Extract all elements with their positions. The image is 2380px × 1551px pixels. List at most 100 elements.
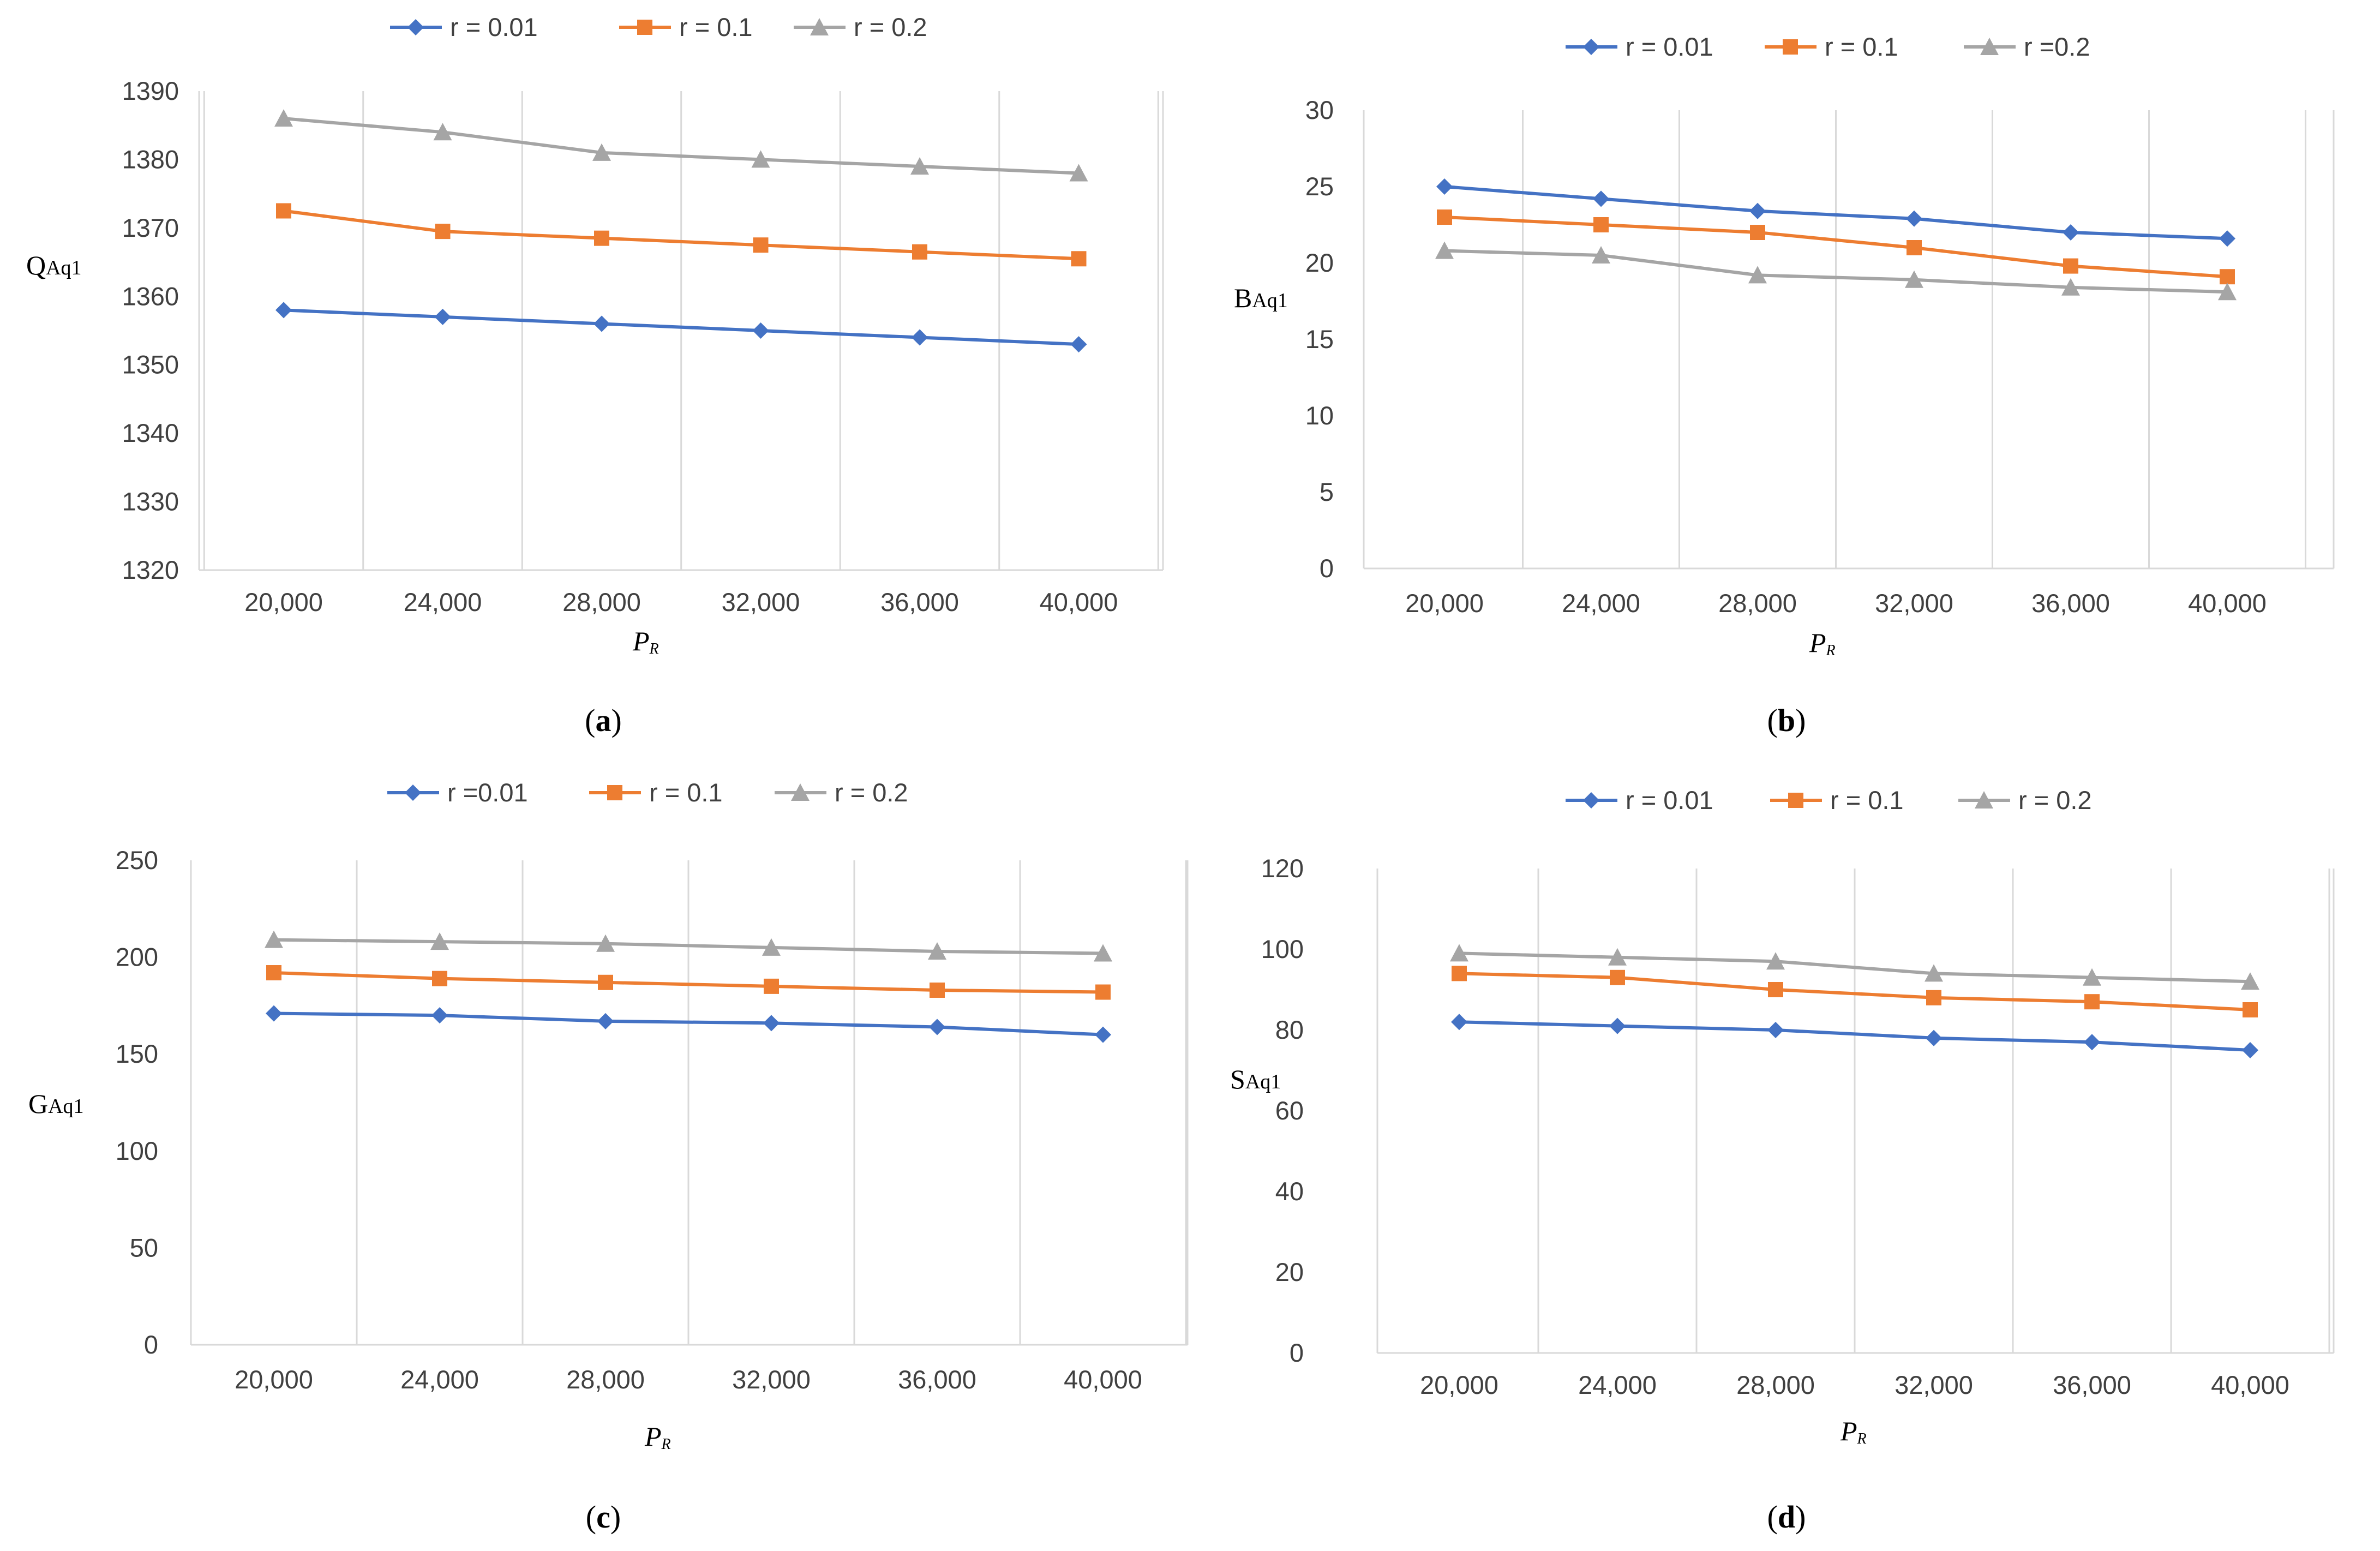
data-point-b-r01-0 [1437, 209, 1452, 225]
data-point-c-r001-3 [763, 1015, 780, 1032]
data-point-a-r02-2 [592, 143, 611, 161]
legend-label-b-r001: r = 0.01 [1626, 32, 1713, 61]
y-tick-label-c-5: 250 [116, 846, 158, 875]
y-axis-label-d: SAq1 [1230, 1064, 1281, 1094]
data-point-a-r02-1 [433, 123, 452, 141]
panel-b: 0 5 10 15 20 25 30 20,000 24,000 28,000 32,000 36,… [1234, 32, 2335, 738]
data-point-c-r001-4 [929, 1019, 945, 1035]
data-point-c-r001-2 [597, 1013, 614, 1029]
data-point-b-r02-5 [2218, 283, 2237, 301]
x-tick-label-b-0: 20,000 [1405, 589, 1484, 618]
data-point-d-r01-3 [1926, 990, 1941, 1005]
data-point-c-r01-3 [764, 978, 779, 994]
legend-b: r = 0.01 r = 0.1 r =0.2 [1566, 32, 2090, 61]
y-axis-label-sub-c: Aq1 [48, 1095, 83, 1118]
caption-letter-c: c [596, 1499, 610, 1535]
data-point-c-r01-5 [1095, 984, 1111, 1000]
data-point-a-r02-4 [910, 157, 929, 175]
x-tick-label-d-1: 24,000 [1578, 1370, 1657, 1399]
data-point-c-r02-0 [265, 930, 283, 948]
x-axis-label-sub-b: R [1826, 642, 1836, 659]
y-tick-label-c-1: 50 [130, 1233, 158, 1262]
legend-marker-a-r01 [637, 20, 652, 35]
panel-c: 0 50 100 150 200 250 20,000 24,000 28,000 32,000… [28, 778, 1189, 1535]
data-point-c-r001-5 [1095, 1026, 1111, 1043]
legend-marker-d-r001 [1583, 792, 1599, 809]
data-point-b-r001-2 [1749, 202, 1766, 219]
legend-label-c-r02: r = 0.2 [835, 778, 908, 807]
data-point-d-r02-5 [2241, 972, 2259, 990]
x-axis-label-main-c: P [644, 1421, 662, 1452]
y-tick-label-d-3: 60 [1275, 1096, 1304, 1125]
data-point-d-r02-2 [1766, 952, 1785, 970]
y-tick-label-c-3: 150 [116, 1039, 158, 1068]
caption-a: (a) [585, 703, 622, 738]
x-tick-label-d-5: 40,000 [2211, 1370, 2289, 1399]
data-point-d-r01-0 [1452, 966, 1467, 981]
y-ticks-b: 0 5 10 15 20 25 30 [1305, 95, 1334, 583]
caption-d: (d) [1767, 1499, 1806, 1535]
y-tick-label-d-6: 120 [1261, 854, 1304, 883]
y-tick-label-d-4: 80 [1275, 1015, 1304, 1044]
caption-letter-d: d [1778, 1499, 1795, 1535]
y-axis-label-sub-d: Aq1 [1245, 1070, 1281, 1093]
y-tick-label-a-4: 1360 [122, 282, 179, 310]
x-tick-label-a-4: 36,000 [880, 588, 959, 616]
data-point-a-r02-3 [751, 150, 770, 168]
legend-marker-b-r001 [1583, 39, 1599, 55]
data-point-c-r02-1 [430, 932, 449, 950]
x-axis-label-main-a: P [632, 626, 650, 656]
y-axis-label-sub-b: Aq1 [1252, 289, 1287, 312]
x-ticks-a: 20,000 24,000 28,000 32,000 36,000 40,000 [244, 588, 1118, 616]
series-line-b-r001 [1444, 185, 2228, 241]
data-point-c-r001-1 [431, 1007, 448, 1024]
y-tick-label-a-3: 1350 [122, 350, 179, 379]
data-point-b-r02-4 [2061, 278, 2080, 296]
x-tick-label-c-1: 24,000 [400, 1365, 479, 1394]
x-tick-label-d-2: 28,000 [1736, 1370, 1815, 1399]
x-tick-label-c-4: 36,000 [898, 1365, 976, 1394]
gridlines-d [1376, 869, 2335, 1354]
y-axis-label-main-c: G [28, 1088, 48, 1119]
y-tick-label-c-4: 200 [116, 943, 158, 972]
y-axis-label-main-d: S [1230, 1064, 1245, 1094]
data-point-a-r01-2 [594, 230, 609, 246]
legend-label-b-r02: r =0.2 [2024, 32, 2090, 61]
data-point-d-r001-1 [1609, 1017, 1626, 1034]
legend-marker-b-r02 [1980, 38, 1999, 55]
data-point-b-r02-2 [1748, 266, 1767, 284]
series-line-a-r001 [283, 308, 1079, 346]
data-point-c-r02-3 [762, 938, 781, 956]
data-point-c-r02-5 [1094, 944, 1112, 962]
series-line-a-r01 [283, 209, 1079, 261]
series-line-a-r02 [283, 117, 1079, 175]
series-line-b-r01 [1444, 215, 2228, 279]
series-line-b-r02 [1444, 249, 2228, 294]
x-tick-label-c-2: 28,000 [566, 1365, 645, 1394]
data-point-b-r02-3 [1905, 270, 1923, 288]
data-point-a-r001-5 [1070, 336, 1087, 353]
x-axis-label-sub-a: R [649, 640, 659, 657]
data-point-b-r01-2 [1750, 225, 1765, 240]
legend-marker-d-r02 [1975, 791, 1993, 809]
legend-c: r =0.01 r = 0.1 r = 0.2 [387, 778, 908, 807]
y-tick-label-d-5: 100 [1261, 935, 1304, 963]
series-line-c-r01 [273, 971, 1104, 994]
y-tick-label-b-5: 25 [1305, 172, 1334, 201]
data-point-c-r01-0 [266, 965, 281, 981]
y-tick-label-b-0: 0 [1320, 554, 1334, 583]
data-point-b-r01-3 [1907, 240, 1922, 255]
legend-marker-d-r01 [1788, 793, 1803, 808]
y-tick-label-b-3: 15 [1305, 325, 1334, 354]
y-tick-label-a-5: 1370 [122, 213, 179, 242]
data-point-d-r01-5 [2243, 1002, 2258, 1017]
x-tick-label-c-3: 32,000 [732, 1365, 811, 1394]
data-point-d-r01-4 [2084, 994, 2100, 1010]
y-tick-label-b-2: 10 [1305, 401, 1334, 430]
data-point-a-r001-4 [912, 329, 928, 346]
legend-marker-c-r01 [607, 785, 622, 800]
x-axis-label-a: PR [632, 626, 659, 657]
y-tick-label-b-6: 30 [1305, 95, 1334, 124]
x-tick-label-a-0: 20,000 [244, 588, 323, 616]
